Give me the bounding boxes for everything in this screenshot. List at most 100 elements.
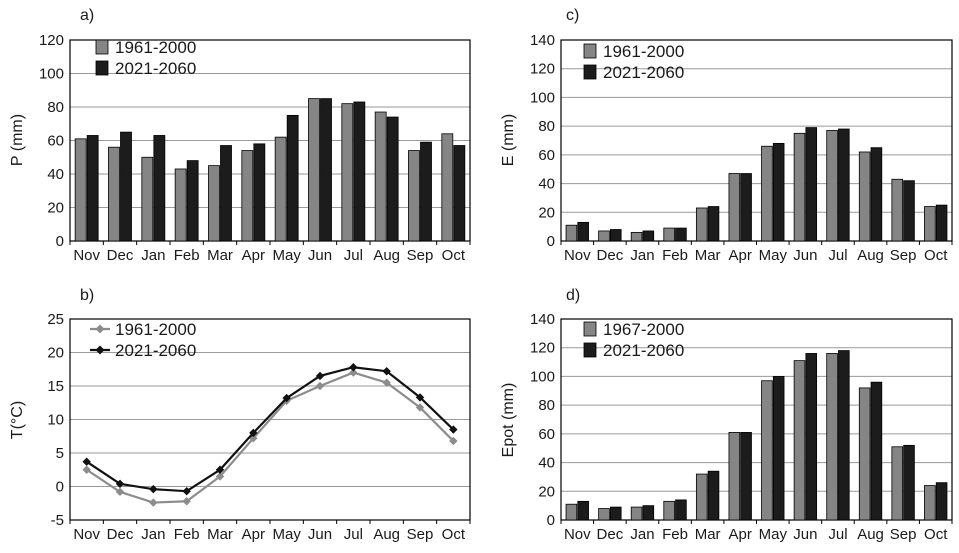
bar bbox=[870, 381, 883, 521]
x-tick-label: Jun bbox=[308, 526, 332, 543]
x-tick-label: Oct bbox=[442, 526, 466, 543]
bar bbox=[153, 135, 166, 242]
bar bbox=[858, 387, 871, 521]
legend-marker bbox=[95, 345, 105, 355]
x-tick-label: Jul bbox=[828, 247, 847, 264]
bar bbox=[374, 111, 387, 242]
bar bbox=[274, 136, 287, 242]
bar bbox=[286, 114, 299, 242]
bar bbox=[870, 147, 883, 242]
data-point bbox=[215, 472, 225, 481]
x-tick-label: Oct bbox=[924, 526, 948, 543]
x-tick-label: Dec bbox=[597, 247, 624, 264]
x-tick-label: Sep bbox=[407, 247, 434, 264]
y-tick-label: 120 bbox=[530, 340, 555, 357]
bar bbox=[565, 224, 578, 242]
legend-label: 1961-2000 bbox=[603, 42, 684, 61]
panel-label: a) bbox=[80, 7, 94, 24]
y-tick-label: 80 bbox=[538, 118, 555, 135]
data-point bbox=[182, 497, 191, 506]
x-tick-label: Apr bbox=[729, 526, 752, 543]
x-tick-label: Jun bbox=[793, 247, 817, 264]
data-point bbox=[349, 368, 358, 377]
bar bbox=[120, 131, 132, 242]
legend-marker bbox=[95, 324, 105, 334]
legend-label: 2021-2060 bbox=[115, 341, 196, 360]
data-point bbox=[349, 363, 358, 372]
bar bbox=[826, 353, 838, 521]
y-tick-label: 20 bbox=[538, 483, 555, 500]
bar bbox=[74, 138, 87, 242]
bar bbox=[174, 168, 187, 242]
y-tick-label: 15 bbox=[47, 378, 64, 395]
bar bbox=[241, 150, 254, 242]
data-point bbox=[315, 371, 325, 381]
x-tick-label: Jun bbox=[308, 247, 332, 264]
data-point bbox=[315, 381, 325, 391]
x-tick-label: Oct bbox=[442, 247, 466, 264]
bar bbox=[707, 206, 720, 242]
bar bbox=[609, 506, 622, 521]
chart-panel-c: 0 20 40 60 80 100 120 140 Nov Dec Jan Feb Mar Apr May J… bbox=[500, 7, 953, 264]
x-tick-label: Jul bbox=[344, 247, 363, 264]
y-tick-label: 0 bbox=[56, 479, 64, 496]
bar bbox=[320, 98, 332, 242]
y-tick-label: 140 bbox=[530, 311, 555, 328]
x-tick-label: Nov bbox=[73, 526, 100, 543]
chart-panel-d: 0 20 40 60 80 100 120 140 Nov Dec Jan Feb Mar Apr May J… bbox=[500, 287, 953, 543]
y-tick-label: 60 bbox=[538, 426, 555, 443]
bar bbox=[935, 482, 948, 521]
x-tick-label: Apr bbox=[242, 526, 265, 543]
y-tick-label: 20 bbox=[47, 345, 64, 362]
bar bbox=[408, 150, 420, 242]
x-tick-label: Mar bbox=[695, 526, 721, 543]
y-tick-label: 20 bbox=[47, 200, 64, 217]
bar bbox=[675, 227, 687, 242]
legend-swatch bbox=[95, 39, 109, 55]
bar bbox=[858, 151, 871, 242]
bar bbox=[598, 508, 610, 521]
legend-label: 1967-2000 bbox=[603, 320, 684, 339]
bar bbox=[740, 173, 752, 242]
x-tick-label: May bbox=[759, 526, 788, 543]
chart-panel-a: 0 20 40 60 80 100 120 Nov Dec Jan Feb Mar Apr May Jun J… bbox=[9, 7, 471, 264]
y-tick-label: 5 bbox=[56, 445, 64, 462]
bar bbox=[186, 160, 199, 242]
legend-label: 1961-2000 bbox=[115, 38, 196, 57]
x-tick-label: Apr bbox=[242, 247, 265, 264]
x-tick-label: Jan bbox=[141, 247, 165, 264]
bar bbox=[663, 500, 675, 521]
data-point bbox=[382, 378, 391, 387]
bar bbox=[86, 135, 99, 242]
panel-label: c) bbox=[566, 7, 579, 24]
bar bbox=[141, 156, 154, 242]
y-tick-label: 0 bbox=[547, 512, 555, 529]
bar bbox=[772, 142, 785, 242]
legend-swatch bbox=[583, 321, 597, 337]
x-tick-label: Sep bbox=[890, 526, 917, 543]
data-point bbox=[149, 498, 158, 507]
x-tick-label: Feb bbox=[174, 247, 200, 264]
bar bbox=[642, 505, 655, 521]
bar bbox=[924, 206, 936, 242]
bar bbox=[253, 143, 266, 242]
y-tick-label: 40 bbox=[538, 176, 555, 193]
bar bbox=[924, 485, 936, 521]
x-tick-label: Dec bbox=[107, 526, 134, 543]
x-tick-label: May bbox=[272, 247, 301, 264]
y-tick-label: 60 bbox=[538, 147, 555, 164]
x-tick-label: Feb bbox=[662, 247, 688, 264]
legend-swatch bbox=[583, 43, 597, 59]
data-point bbox=[415, 403, 425, 412]
x-tick-label: Sep bbox=[890, 247, 917, 264]
bar bbox=[386, 116, 399, 242]
data-point bbox=[149, 484, 158, 494]
bar bbox=[453, 145, 466, 242]
x-tick-label: Mar bbox=[695, 247, 721, 264]
bar bbox=[826, 130, 838, 242]
y-tick-label: 80 bbox=[538, 397, 555, 414]
bar bbox=[663, 227, 675, 242]
x-tick-label: Jul bbox=[828, 526, 847, 543]
data-point bbox=[182, 486, 191, 496]
